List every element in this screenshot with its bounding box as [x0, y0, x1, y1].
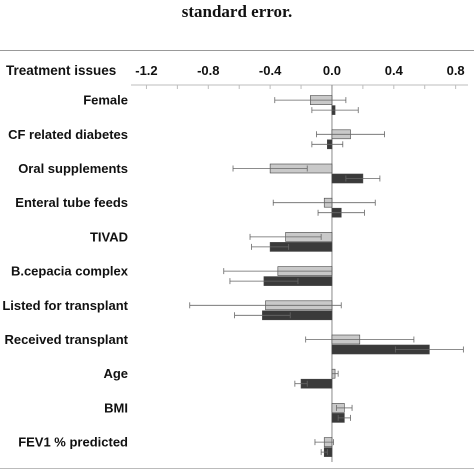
category-label: FEV1 % predicted — [18, 435, 128, 450]
x-tick-label: 0.0 — [323, 63, 341, 78]
category-label: Listed for transplant — [2, 298, 128, 313]
x-tick-label: -0.8 — [197, 63, 219, 78]
x-tick-label: 0.8 — [447, 63, 465, 78]
x-tick-label: 0.4 — [385, 63, 404, 78]
figure-caption: standard error. — [181, 2, 293, 21]
category-label: BMI — [104, 400, 128, 415]
category-label: B.cepacia complex — [11, 264, 129, 279]
category-label: Received transplant — [4, 332, 128, 347]
x-tick-label: -0.4 — [259, 63, 282, 78]
top-divider — [0, 50, 474, 51]
x-tick-label: -1.2 — [135, 63, 157, 78]
category-label: Oral supplements — [18, 161, 128, 176]
category-label: Enteral tube feeds — [15, 195, 128, 210]
bottom-divider — [0, 468, 474, 469]
y-axis-header: Treatment issues — [6, 63, 116, 78]
category-label: Age — [103, 366, 128, 381]
category-label: TIVAD — [90, 229, 128, 244]
category-label: CF related diabetes — [8, 127, 128, 142]
category-label: Female — [83, 93, 128, 108]
